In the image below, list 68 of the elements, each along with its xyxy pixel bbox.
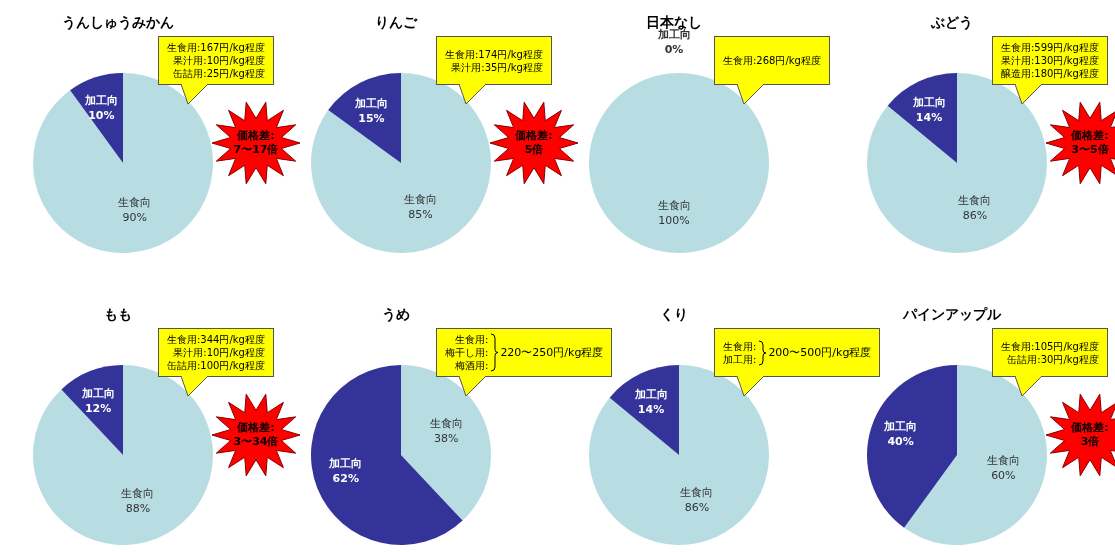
slice-label: 加工向 [83,93,118,107]
pie-slice [867,365,957,528]
text: 生食用:599円/kg程度 [1001,41,1099,54]
slice-label: 生食向 [118,196,152,210]
slice-label: 生食向 [958,193,992,207]
slice-label: 加工向 [633,388,668,402]
slice-label: 生食向 [121,487,155,501]
data-label: 86% [684,500,710,514]
text: 生食用:174円/kg程度 [445,47,543,61]
data-label: 14% [915,111,943,125]
slice-label: 生食向 [404,193,438,207]
text: 生食用:167円/kg程度 [167,41,265,54]
pie-slice [328,73,401,163]
data-label: 40% [887,435,914,449]
data-label: 100% [658,214,690,227]
text: 価格差: 3〜5倍 [1070,129,1110,157]
text: 生食用:268円/kg程度 [723,54,821,67]
data-label: 12% [84,401,112,415]
slice-label: 加工向 [80,386,115,400]
pie-slice [589,365,769,545]
slice-label: 生食向 [986,453,1020,467]
text: 価格差: 3〜34倍 [232,421,280,449]
pie-slice [311,73,491,253]
data-label: 86% [962,208,988,222]
text: 缶詰用:30円/kg程度 [1006,352,1099,366]
data-label: 85% [408,208,433,222]
slice-label: 加工向 [883,420,918,434]
pie-slice [887,73,957,163]
data-label: 60% [991,468,1016,482]
data-label: 38% [433,432,459,446]
text: 生食用:344円/kg程度 [167,333,265,346]
text: 200〜500円/kg程度 [768,346,872,359]
chart-title: くり [659,306,689,324]
text: 生食用: 加工用: [723,339,757,366]
text: 缶詰用:25円/kg程度 [172,67,265,80]
data-label: 14% [637,403,665,417]
slice-label: 加工向 [328,456,363,470]
chart-title: もも [103,306,133,324]
chart-title: ぶどう [930,14,974,32]
data-label: 10% [88,108,115,122]
text: 果汁用:130円/kg程度 [1001,54,1099,67]
text: 価格差: 3倍 [1070,421,1110,449]
text: 生食用: 梅干し用: 梅酒用: [445,333,489,372]
pie-slice [609,365,679,455]
data-label: 62% [332,471,359,485]
text: 果汁用:35円/kg程度 [450,60,543,74]
slice-label: 生食向 [680,485,714,499]
data-label: 88% [125,502,151,516]
chart-title: りんご [374,14,419,32]
text: 価格差: 7〜17倍 [232,129,280,157]
chart-title: パインアップル [901,306,1002,324]
text: 果汁用:10円/kg程度 [172,346,265,359]
slice-label: 加工向 [353,96,388,110]
text: 醸造用:180円/kg程度 [1001,67,1099,80]
chart-title: うめ [381,306,411,324]
slice-label: 生食向 [657,199,691,212]
chart-title: 日本なし [645,14,703,30]
data-label: 90% [122,211,147,225]
data-label: 15% [358,111,385,125]
chart-title: うんしゅうみかん [61,14,175,32]
text: 価格差: 5倍 [514,129,554,157]
text: 果汁用:10円/kg程度 [172,54,265,67]
slice-label: 生食向 [429,417,463,431]
slice-label: 加工向 [911,96,946,110]
text: 0% [664,42,684,56]
text: 生食用:105円/kg程度 [1001,339,1099,353]
text: 220〜250円/kg程度 [500,346,604,359]
text: 缶詰用:100円/kg程度 [167,359,265,372]
